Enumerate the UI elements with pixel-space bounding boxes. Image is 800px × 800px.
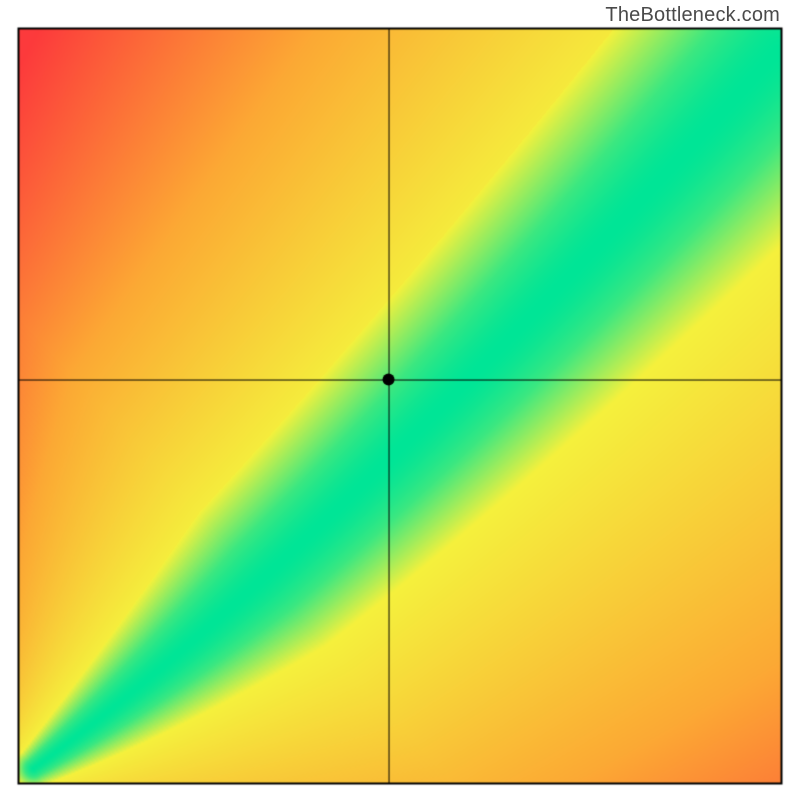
watermark-text: TheBottleneck.com — [605, 4, 780, 27]
chart-container: TheBottleneck.com — [0, 0, 800, 800]
bottleneck-heatmap — [0, 0, 800, 800]
